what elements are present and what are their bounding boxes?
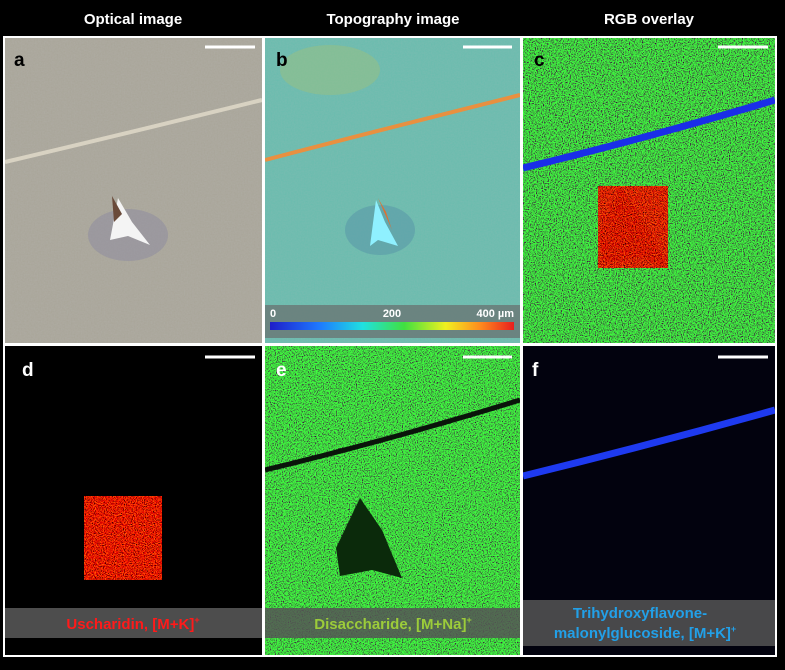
text: +: [194, 615, 199, 625]
column-title: Topography image: [326, 11, 459, 28]
text: malonylglucoside, [M+K]: [554, 625, 731, 642]
panel-d: d Uscharidin, [M+K]+: [5, 346, 262, 655]
text: +: [731, 624, 736, 634]
colorbar-tick: 400 µm: [476, 308, 514, 320]
panel-a: a: [4, 38, 263, 343]
panel-label: Uscharidin, [M+K]+: [66, 615, 199, 633]
panel-c: c: [523, 38, 775, 343]
column-title: RGB overlay: [604, 11, 695, 28]
panel-letter: f: [532, 360, 539, 381]
text: Disaccharide, [M+Na]: [314, 616, 466, 633]
panel-letter: d: [22, 360, 34, 381]
panel-label: Disaccharide, [M+Na]+: [314, 615, 471, 633]
panel-e: e Disaccharide, [M+Na]+: [265, 346, 520, 655]
panel-label: Trihydroxyflavone-: [573, 605, 707, 622]
colorbar-tick: 0: [270, 308, 276, 320]
panel-borders: [3, 36, 777, 657]
panel-b: 0 200 400 µm b: [264, 38, 521, 343]
text: Uscharidin, [M+K]: [66, 616, 194, 633]
panel-letter: c: [534, 50, 545, 71]
text: +: [466, 615, 471, 625]
panel-letter: a: [14, 50, 25, 71]
panel-letter: e: [276, 360, 287, 381]
panel-letter: b: [276, 50, 288, 71]
colorbar-tick: 200: [383, 308, 401, 320]
panel-f: f Trihydroxyflavone- malonylglucoside, […: [522, 346, 776, 655]
panel-label: malonylglucoside, [M+K]+: [554, 624, 736, 642]
column-title: Optical image: [84, 11, 182, 28]
